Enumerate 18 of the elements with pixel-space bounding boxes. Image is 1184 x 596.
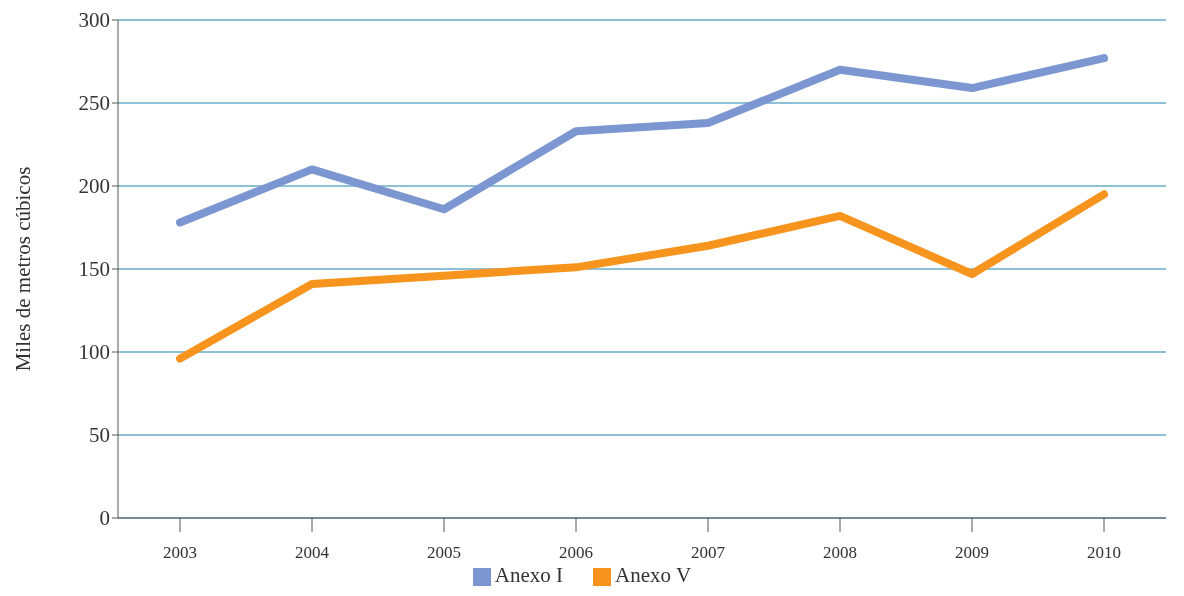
y-tick-label: 250 [78,91,110,116]
x-tick-label: 2007 [691,543,726,563]
y-axis-title: Miles de metros cúbicos [11,166,36,372]
legend-label: Anexo I [494,563,564,587]
x-tick-label: 2009 [955,543,989,563]
y-tick-label: 150 [78,257,110,282]
y-tick-label: 200 [78,174,110,199]
y-tick-label: 50 [89,423,110,448]
x-tick-label: 2004 [295,543,330,563]
legend-label: Anexo V [615,563,692,587]
x-tick-label: 2006 [559,543,593,563]
y-tick-label: 300 [78,8,110,33]
x-tick-label: 2010 [1087,543,1121,563]
y-tick-label: 0 [99,506,110,531]
x-tick-label: 2008 [823,543,857,563]
x-tick-label: 2005 [427,543,461,563]
y-tick-label: 100 [78,340,110,365]
x-tick-label: 2003 [163,543,197,563]
